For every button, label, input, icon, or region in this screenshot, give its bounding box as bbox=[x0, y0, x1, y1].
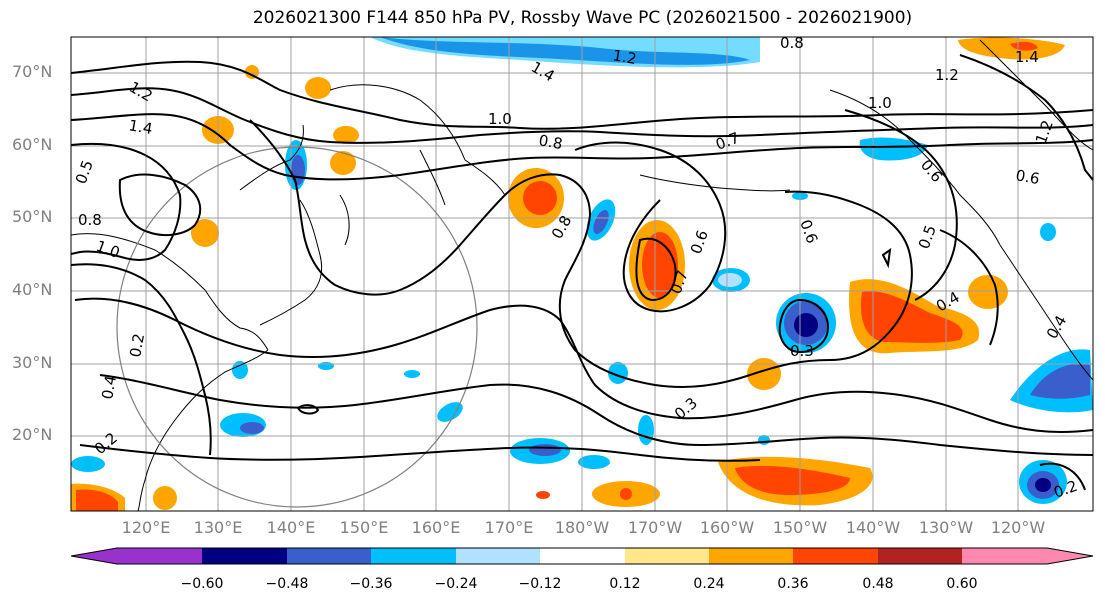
negative-anomaly bbox=[608, 362, 628, 384]
lat-label: 70°N bbox=[12, 62, 53, 81]
positive-anomaly bbox=[330, 151, 356, 175]
colorbar-extend-min bbox=[71, 548, 117, 564]
colorbar-segment bbox=[287, 548, 371, 564]
contour-label: 1.2 bbox=[935, 66, 959, 84]
colorbar-segment bbox=[793, 548, 878, 564]
negative-anomaly bbox=[859, 137, 928, 161]
negative-anomaly bbox=[437, 402, 463, 422]
positive-anomaly bbox=[642, 232, 678, 298]
colorbar-segment bbox=[709, 548, 793, 564]
contour-label: 0.6 bbox=[1014, 166, 1041, 188]
colorbar-segment bbox=[625, 548, 709, 564]
positive-anomaly bbox=[620, 488, 632, 500]
colorbar-tick: 0.36 bbox=[777, 576, 809, 592]
negative-anomaly bbox=[404, 370, 420, 378]
positive-anomaly bbox=[536, 491, 550, 499]
coastlines bbox=[70, 39, 1094, 512]
colorbar-segment bbox=[878, 548, 962, 564]
lon-label: 140°W bbox=[845, 518, 901, 537]
positive-anomaly bbox=[1010, 41, 1038, 51]
positive-anomaly bbox=[191, 219, 219, 247]
contour-label: 1.4 bbox=[1015, 48, 1039, 66]
map-frame bbox=[70, 36, 1094, 512]
colorbar-tick: −0.36 bbox=[349, 576, 393, 592]
positive-anomaly bbox=[245, 65, 259, 79]
negative-anomaly bbox=[1035, 478, 1051, 492]
positive-anomaly bbox=[523, 181, 557, 215]
colorbar-outline bbox=[70, 547, 1094, 565]
colorbar-tick: −0.60 bbox=[180, 576, 224, 592]
colorbar-tick: 0.12 bbox=[609, 576, 641, 592]
pv-contours bbox=[70, 54, 1094, 491]
negative-anomaly bbox=[370, 37, 760, 68]
colorbar-tick: −0.48 bbox=[265, 576, 309, 592]
colorbar-tick: 0.60 bbox=[946, 576, 978, 592]
lon-label: 150°W bbox=[772, 518, 828, 537]
lon-label: 130°W bbox=[918, 518, 974, 537]
colorbar-segment bbox=[202, 548, 287, 564]
positive-anomaly bbox=[958, 37, 1065, 60]
map-title: 2026021300 F144 850 hPa PV, Rossby Wave … bbox=[252, 8, 913, 28]
negative-anomaly bbox=[1030, 363, 1090, 399]
contour-label: 0.3 bbox=[790, 342, 814, 360]
lon-label: 150°E bbox=[339, 518, 389, 537]
colorbar-tick: −0.12 bbox=[518, 576, 562, 592]
map-gridlines bbox=[71, 37, 1093, 511]
positive-anomaly bbox=[305, 77, 331, 99]
lat-label: 50°N bbox=[12, 207, 53, 226]
reference-circle bbox=[116, 146, 478, 508]
positive-anomaly bbox=[153, 486, 177, 510]
lon-label: 120°W bbox=[990, 518, 1046, 537]
positive-anomaly bbox=[747, 358, 781, 390]
colorbar-segment bbox=[456, 548, 540, 564]
negative-anomaly bbox=[718, 273, 742, 287]
colorbar-tick: −0.24 bbox=[434, 576, 478, 592]
colorbar-extend-max bbox=[1047, 548, 1093, 564]
lat-label: 20°N bbox=[12, 425, 53, 444]
lon-label: 160°E bbox=[411, 518, 461, 537]
contour-label: 1.4 bbox=[127, 116, 154, 138]
negative-anomaly bbox=[71, 456, 105, 472]
negative-anomaly bbox=[232, 361, 248, 379]
contour-label: 0.4 bbox=[98, 374, 120, 401]
contour-labels: 0.8 1.2 1.4 1.2 1.4 1.2 1.4 1.0 0.8 0.7 … bbox=[72, 34, 1080, 502]
colorbar-segment bbox=[117, 548, 202, 564]
negative-anomaly bbox=[593, 209, 609, 235]
negative-anomaly bbox=[240, 422, 264, 434]
lon-label: 140°E bbox=[266, 518, 316, 537]
colorbar-segment bbox=[540, 548, 625, 564]
lat-label: 30°N bbox=[12, 353, 53, 372]
positive-anomaly bbox=[735, 465, 850, 495]
contour-label: 1.2 bbox=[611, 46, 638, 68]
colorbar-segment bbox=[962, 548, 1047, 564]
lon-label: 120°E bbox=[121, 518, 171, 537]
lon-label: 160°W bbox=[699, 518, 755, 537]
colorbar-tick: 0.48 bbox=[862, 576, 894, 592]
lat-label: 60°N bbox=[12, 135, 53, 154]
colorbar-tick: 0.24 bbox=[693, 576, 725, 592]
contour-label: 0.8 bbox=[78, 211, 102, 229]
contour-label: 1.0 bbox=[488, 110, 512, 128]
colorbar-segments bbox=[71, 548, 1093, 564]
lon-label: 170°E bbox=[484, 518, 534, 537]
lon-label: 130°E bbox=[193, 518, 243, 537]
contour-label: 0.2 bbox=[126, 332, 148, 359]
positive-anomaly bbox=[76, 489, 118, 511]
negative-anomaly bbox=[1040, 223, 1056, 241]
lon-label: 170°W bbox=[627, 518, 683, 537]
negative-anomaly bbox=[578, 455, 610, 469]
contour-label: 0.8 bbox=[537, 131, 564, 153]
contour-label: 1.0 bbox=[868, 94, 892, 112]
positive-anomaly bbox=[860, 291, 963, 343]
positive-anomaly bbox=[333, 126, 359, 144]
lat-label: 40°N bbox=[12, 280, 53, 299]
contour-label: 0.8 bbox=[780, 34, 804, 52]
colorbar-segment bbox=[371, 548, 456, 564]
lon-label: 180°W bbox=[554, 518, 610, 537]
